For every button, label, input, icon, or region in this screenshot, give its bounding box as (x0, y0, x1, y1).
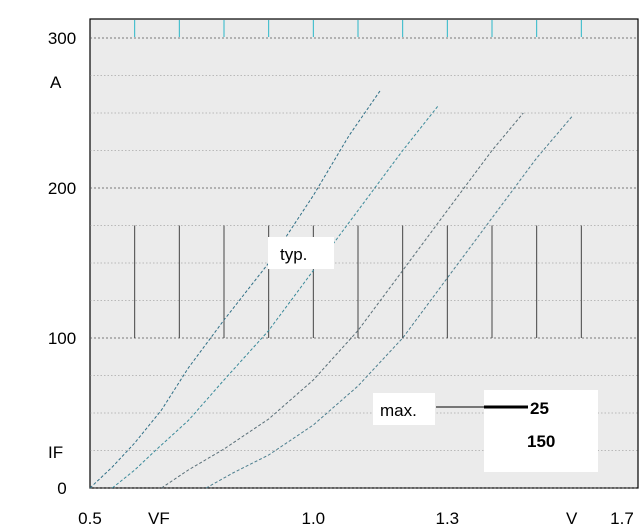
y-tick-label-0: 0 (57, 479, 66, 498)
curve-max-25 (161, 112, 524, 489)
max-label-box (373, 393, 435, 425)
x-axis-label: VF (148, 509, 170, 528)
y-tick-label-300: 300 (48, 29, 76, 48)
x-tick-label-1.7: 1.7 (610, 509, 634, 528)
typ-annotation: typ. (280, 245, 307, 264)
temperature-legend-150: 150 (527, 432, 555, 451)
y-axis-unit-label: A (50, 73, 62, 92)
grid-lines (90, 20, 638, 489)
x-tick-label-1.3: 1.3 (436, 509, 460, 528)
max-annotation: max. (380, 401, 417, 420)
curve-typ-25 (89, 90, 381, 489)
curve-max-150 (205, 115, 573, 489)
y-axis-label: IF (48, 443, 63, 462)
x-axis-unit-label: V (566, 509, 578, 528)
y-tick-label-200: 200 (48, 179, 76, 198)
tick-labels: 0 100 200 300 0.5 1.0 1.3 1.7 (48, 29, 634, 528)
x-tick-label-0.5: 0.5 (78, 509, 102, 528)
curve-series (89, 90, 573, 489)
temperature-legend-box (484, 390, 598, 472)
y-tick-label-100: 100 (48, 329, 76, 348)
x-tick-label-1.0: 1.0 (302, 509, 326, 528)
typ-label-box (268, 237, 334, 269)
temperature-legend-25: 25 (530, 399, 549, 418)
